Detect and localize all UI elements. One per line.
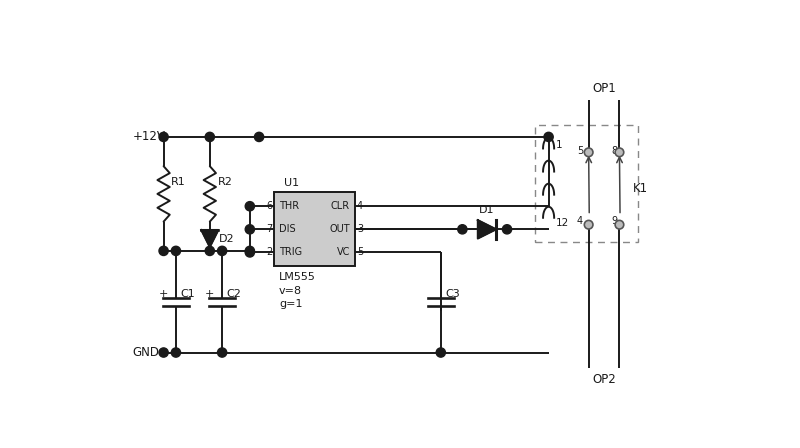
Text: v=8: v=8 [279,286,302,296]
Text: 9: 9 [612,216,618,226]
Text: 7: 7 [266,224,272,234]
Text: 3: 3 [357,224,363,234]
Text: OP1: OP1 [592,82,616,95]
Text: OUT: OUT [330,224,350,234]
Text: C1: C1 [181,289,195,299]
Text: OP2: OP2 [592,373,616,386]
Circle shape [254,132,264,142]
Text: 8: 8 [612,146,618,156]
Text: 5: 5 [357,247,363,258]
Circle shape [159,348,168,357]
Text: C3: C3 [446,289,460,299]
Text: 2: 2 [266,247,272,258]
Text: C2: C2 [226,289,242,299]
Polygon shape [478,220,496,238]
Text: D2: D2 [219,233,234,244]
Circle shape [159,132,168,142]
Text: 1: 1 [555,140,562,150]
Bar [274,192,354,266]
Text: LM555: LM555 [279,272,316,282]
Circle shape [584,148,593,157]
Circle shape [159,246,168,255]
Circle shape [615,148,624,157]
Circle shape [436,348,446,357]
Text: TRIG: TRIG [279,247,302,258]
Circle shape [246,248,254,257]
Text: U1: U1 [284,178,299,188]
Text: VC: VC [337,247,350,258]
Text: THR: THR [279,201,299,211]
Circle shape [218,246,226,255]
Text: R1: R1 [171,177,186,186]
Text: 5: 5 [577,146,583,156]
Text: +12V: +12V [133,130,166,143]
Bar [534,125,638,241]
Circle shape [171,348,181,357]
Circle shape [544,132,554,142]
Text: g=1: g=1 [279,299,302,309]
Text: 4: 4 [577,216,583,226]
Text: 4: 4 [357,201,363,211]
Text: 6: 6 [266,201,272,211]
Circle shape [615,220,624,229]
Text: K1: K1 [634,182,649,195]
Circle shape [246,246,254,255]
Text: GND: GND [133,346,160,359]
Circle shape [205,246,214,255]
Circle shape [205,132,214,142]
Polygon shape [201,230,218,247]
Text: 12: 12 [555,218,569,228]
Circle shape [171,246,181,255]
Circle shape [218,348,226,357]
Circle shape [246,202,254,211]
Circle shape [458,225,467,234]
Circle shape [502,225,512,234]
Text: DIS: DIS [279,224,296,234]
Text: R2: R2 [218,177,232,186]
Text: +: + [159,289,168,299]
Circle shape [246,225,254,234]
Text: CLR: CLR [331,201,350,211]
Text: D1: D1 [479,206,494,215]
Text: +: + [205,289,214,299]
Circle shape [584,220,593,229]
